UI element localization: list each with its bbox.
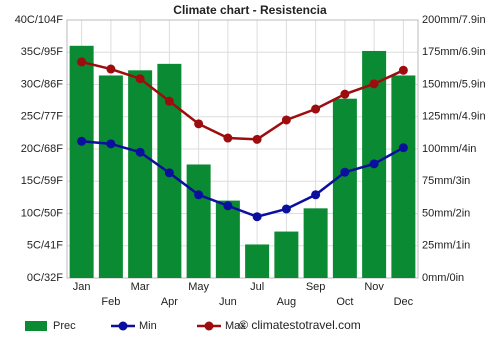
y-tick-label: 5C/41F [27,240,63,252]
line-point [398,65,408,75]
source: © climatestotravel.com [239,318,361,332]
line-point [340,167,350,177]
line-point [252,212,262,222]
x-tick-label: May [188,281,209,293]
legend-swatch [25,321,47,331]
line-point [369,159,379,169]
line-point [194,190,204,200]
line [81,60,404,141]
x-tick-label: Sep [306,281,326,293]
y-tick-label: 15C/59F [21,175,63,187]
x-tick-label: Aug [277,296,297,308]
legend-label: Min [139,320,157,332]
line-point [311,190,321,200]
line-point [106,64,116,74]
bar [391,75,416,278]
x-tick-label: Apr [161,296,178,308]
legend-swatch [118,321,128,331]
line-point [77,136,87,146]
y2-tick-label: 50mm/2in [422,207,470,219]
x-tick-label: Jul [250,281,264,293]
line-point [223,133,233,143]
line-point [311,104,321,114]
line-point [135,74,145,84]
y-tick-label: 25C/77F [21,111,63,123]
bar [186,164,211,278]
y2-tick-label: 125mm/4.9in [422,111,486,123]
legend-swatch [204,321,214,331]
y2-tick-label: 25mm/1in [422,240,470,252]
x-tick-label: Jun [219,296,237,308]
y-tick-label: 30C/86F [21,78,63,90]
x-tick-label: Mar [131,281,150,293]
bar [128,70,153,278]
line-point [194,119,204,129]
y2-tick-label: 150mm/5.9in [422,78,486,90]
line-point [281,204,291,214]
x-tick-label: Feb [101,296,120,308]
x-tick-label: Jan [73,281,91,293]
line-point [340,89,350,99]
line-point [164,168,174,178]
legend-label: Max [225,320,246,332]
y-tick-label: 0C/32F [27,272,63,284]
x-tick-label: Oct [336,296,353,308]
y-tick-label: 40C/104F [15,14,64,26]
line-point [252,134,262,144]
y-tick-label: 20C/68F [21,143,63,155]
y2-tick-label: 175mm/6.9in [422,46,486,58]
legend-label: Prec [53,320,76,332]
line-point [223,201,233,211]
chart-title: Climate chart - Resistencia [173,3,327,17]
x-tick-label: Dec [394,296,414,308]
line-point [106,139,116,149]
line-point [369,79,379,89]
x-tick-label: Nov [364,281,384,293]
line-point [164,96,174,106]
line-point [398,143,408,153]
plot-frame [66,19,419,279]
y2-tick-label: 200mm/7.9in [422,14,486,26]
bar [274,231,299,278]
line-point [135,147,145,157]
bar [245,244,270,278]
bar [69,45,94,278]
y-tick-label: 35C/95F [21,46,63,58]
y2-tick-label: 0mm/0in [422,272,464,284]
bar [215,200,240,278]
line [81,140,404,219]
line-point [77,57,87,67]
y2-tick-label: 100mm/4in [422,143,476,155]
line-point [281,115,291,125]
bar [332,98,357,278]
y2-tick-label: 75mm/3in [422,175,470,187]
bar [98,75,123,278]
y-tick-label: 10C/50F [21,207,63,219]
bar [303,208,328,278]
